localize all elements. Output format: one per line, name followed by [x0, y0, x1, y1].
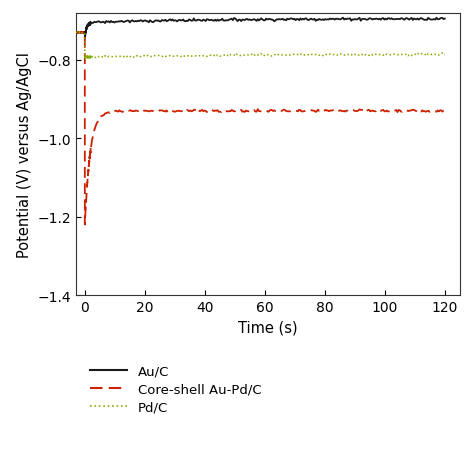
Y-axis label: Potential (V) versus Ag/AgCl: Potential (V) versus Ag/AgCl	[17, 52, 32, 258]
Legend: Au/C, Core-shell Au-Pd/C, Pd/C: Au/C, Core-shell Au-Pd/C, Pd/C	[90, 364, 261, 414]
X-axis label: Time (s): Time (s)	[238, 320, 298, 335]
